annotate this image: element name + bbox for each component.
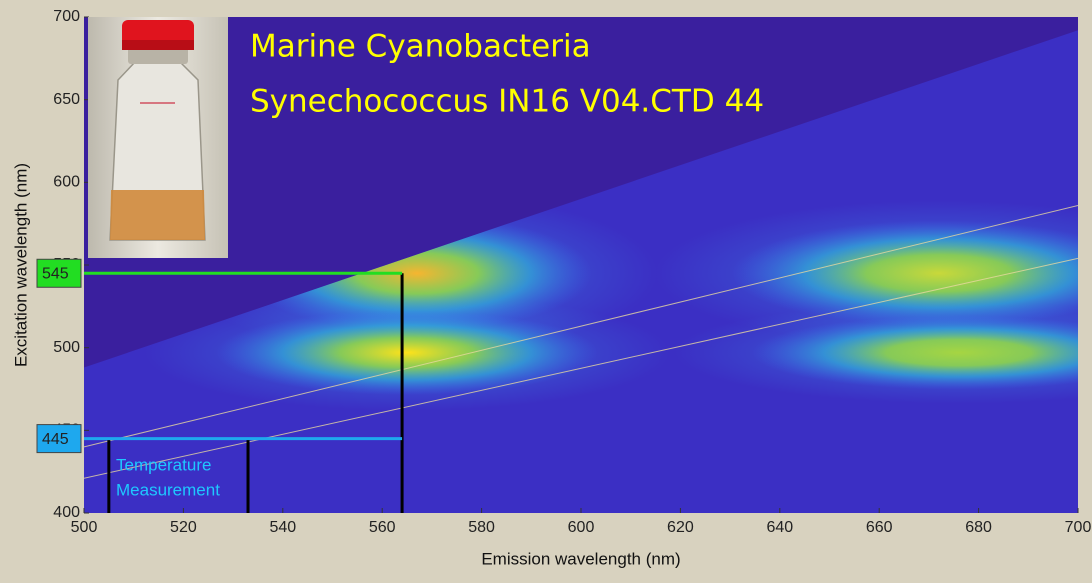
x-tick-label: 580 bbox=[468, 519, 495, 536]
x-tick-label: 660 bbox=[866, 519, 893, 536]
x-tick-label: 520 bbox=[170, 519, 197, 536]
chart-subtitle: Synechococcus IN16 V04.CTD 44 bbox=[250, 84, 764, 120]
x-tick-label: 500 bbox=[71, 519, 98, 536]
x-tick-label: 540 bbox=[269, 519, 296, 536]
peak bbox=[216, 310, 598, 395]
x-tick-label: 620 bbox=[667, 519, 694, 536]
y-tick-label: 600 bbox=[53, 174, 80, 191]
x-tick-label: 560 bbox=[369, 519, 396, 536]
x-tick-label: 640 bbox=[766, 519, 793, 536]
photo-inset bbox=[88, 17, 228, 258]
marker-label: 545 bbox=[42, 265, 69, 282]
x-tick-label: 680 bbox=[965, 519, 992, 536]
x-axis-label: Emission wavelength (nm) bbox=[481, 549, 680, 568]
annotation: Temperature bbox=[116, 455, 211, 474]
y-tick-label: 700 bbox=[53, 8, 80, 25]
y-axis-label: Excitation wavelength (nm) bbox=[11, 163, 30, 367]
x-tick-label: 700 bbox=[1065, 519, 1092, 536]
y-tick-label: 500 bbox=[53, 339, 80, 356]
chart-title: Marine Cyanobacteria bbox=[250, 29, 591, 65]
x-tick-label: 600 bbox=[568, 519, 595, 536]
y-tick-label: 650 bbox=[53, 91, 80, 108]
annotation: Measurement bbox=[116, 480, 220, 499]
y-tick-label: 400 bbox=[53, 504, 80, 521]
marker-label: 445 bbox=[42, 431, 69, 448]
chart: 5005205405605806006206406606807004004505… bbox=[0, 0, 1092, 578]
